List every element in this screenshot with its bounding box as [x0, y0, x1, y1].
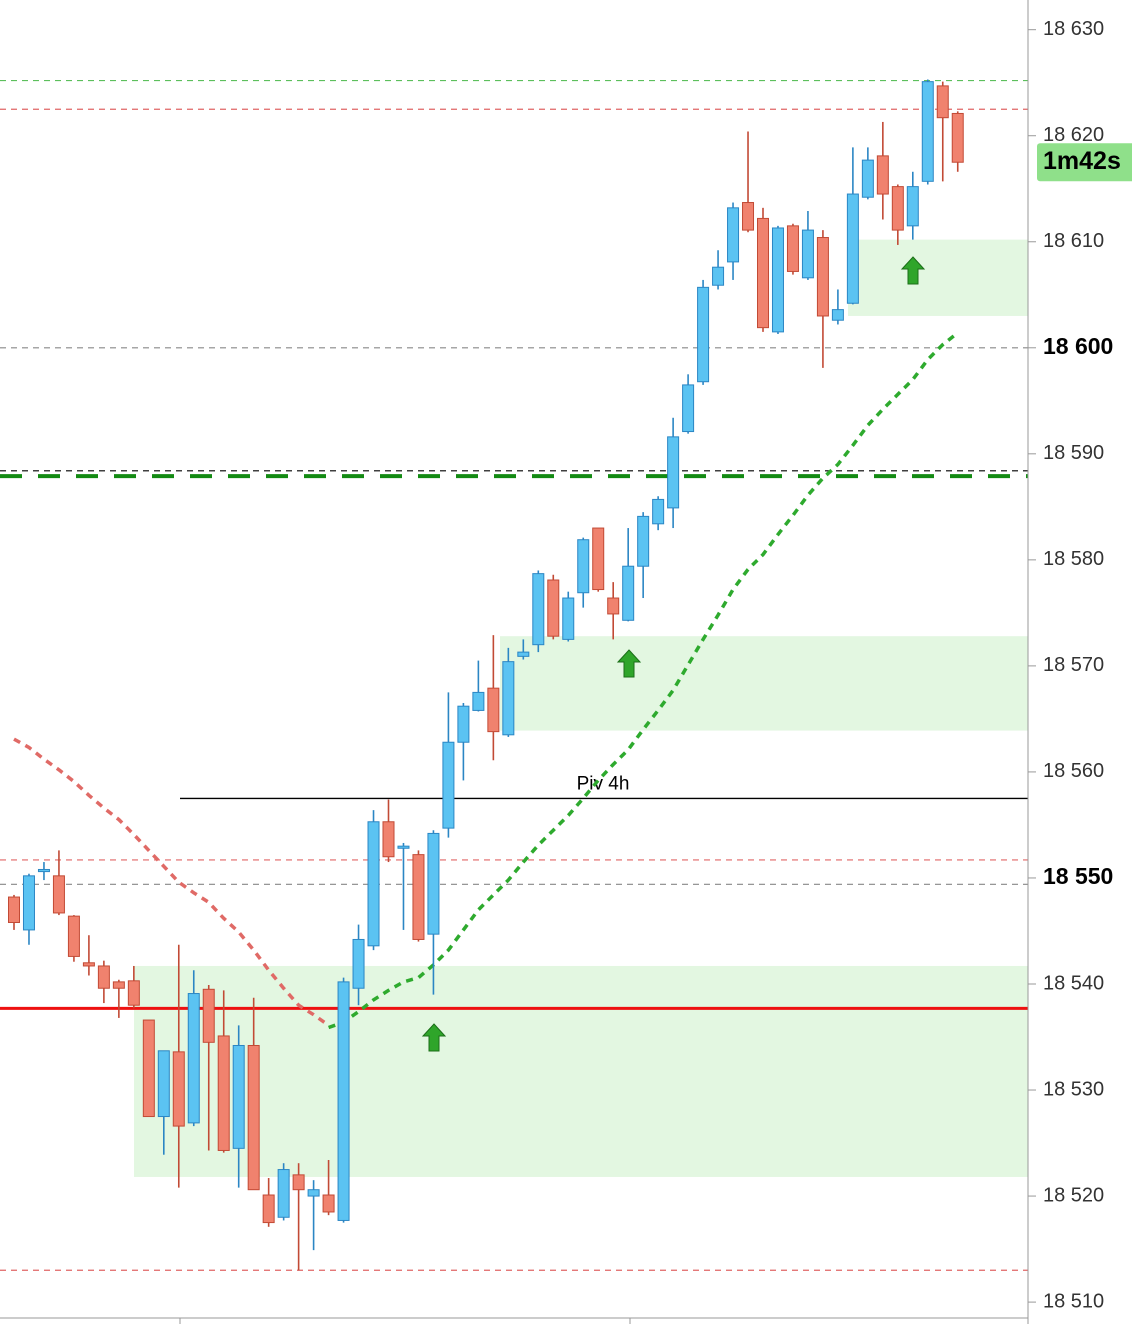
candle-body: [427, 832, 440, 935]
candle-body: [697, 286, 710, 383]
candle-body: [712, 266, 725, 286]
candle-body: [442, 741, 455, 829]
candle-body: [457, 705, 470, 743]
candle-body: [861, 159, 874, 198]
candle-body: [112, 981, 125, 989]
candle-body: [607, 597, 620, 615]
candle-body: [472, 691, 485, 711]
candle-body: [187, 993, 200, 1124]
candle-body: [232, 1044, 245, 1149]
candle-body: [891, 186, 904, 231]
countdown-badge: [1037, 143, 1132, 182]
candle-body: [757, 217, 769, 329]
y-tick-label: 18 530: [1043, 1078, 1104, 1100]
candle-body: [337, 981, 350, 1221]
candle-body: [951, 112, 964, 163]
candle-body: [622, 565, 635, 621]
candle-body: [816, 237, 829, 317]
y-axis: 18 510 18 520 18 530 18 540 18 550 18 560 18 5…: [1028, 18, 1132, 1312]
candle-body: [502, 661, 515, 736]
candle-body: [172, 1051, 185, 1127]
y-tick-label: 18 630: [1043, 18, 1104, 40]
candle-body: [771, 227, 784, 333]
candle-body: [367, 821, 380, 947]
candle-body: [322, 1194, 335, 1213]
candle-body: [202, 988, 215, 1043]
moving-average: [13, 737, 330, 1027]
candle-body: [37, 868, 50, 873]
candle-body: [936, 85, 949, 119]
candle-body: [307, 1189, 320, 1197]
candle-body: [262, 1194, 275, 1224]
candle-body: [667, 436, 680, 509]
zone: [500, 636, 1028, 731]
candle-body: [217, 1035, 230, 1151]
candle-body: [727, 207, 740, 263]
candle-body: [142, 1019, 155, 1118]
y-tick-label: 18 550: [1043, 863, 1113, 889]
candle-body: [831, 309, 844, 321]
candle-body: [352, 938, 365, 989]
candle-body: [97, 965, 110, 989]
zone: [848, 239, 1028, 316]
y-tick-label: 18 600: [1043, 333, 1113, 359]
zones: [134, 239, 1028, 1177]
candle-body: [8, 896, 20, 923]
candle-body: [786, 225, 799, 272]
candle-body: [637, 515, 650, 567]
candle-body: [52, 875, 65, 914]
up-arrow: [616, 649, 642, 678]
y-tick-label: 18 540: [1043, 972, 1104, 994]
y-tick-label: 18 610: [1043, 230, 1104, 252]
y-tick-label: 18 560: [1043, 760, 1104, 782]
candle-body: [562, 597, 575, 640]
zone: [134, 965, 1028, 1177]
candle-body: [157, 1050, 170, 1118]
candles: [8, 79, 964, 1271]
candle-body: [247, 1044, 260, 1191]
y-tick-label: 18 520: [1043, 1184, 1104, 1206]
candle-body: [592, 527, 605, 591]
candle-body: [292, 1174, 305, 1191]
candle-body: [547, 579, 560, 637]
candle-body: [652, 498, 665, 525]
y-tick-label: 18 620: [1043, 124, 1104, 146]
candle-body: [277, 1169, 290, 1218]
pivot-label: Piv 4h: [577, 773, 630, 794]
candle-body: [876, 155, 889, 195]
candle-body: [397, 845, 410, 849]
y-tick-label: 18 570: [1043, 654, 1104, 676]
candle-body: [577, 539, 590, 594]
signal-arrows: [421, 256, 926, 1052]
candle-body: [82, 962, 95, 967]
candle-body: [382, 821, 395, 858]
levels: Piv 4h: [0, 79, 1028, 1271]
candle-body: [906, 186, 919, 227]
candle-body: [682, 384, 695, 433]
countdown-label: 1m42s: [1043, 147, 1121, 175]
candle-body: [22, 875, 35, 931]
up-arrow: [900, 256, 926, 285]
candle-body: [532, 573, 545, 646]
candle-body: [487, 687, 500, 733]
up-arrow: [421, 1023, 447, 1052]
candle-body: [67, 915, 80, 957]
candle-body: [742, 202, 755, 231]
y-tick-label: 18 510: [1043, 1290, 1104, 1312]
candle-body: [921, 81, 934, 182]
candle-body: [846, 193, 859, 304]
candle-body: [127, 980, 140, 1006]
y-tick-label: 18 580: [1043, 548, 1104, 570]
candle-body: [801, 229, 814, 279]
candle-body: [517, 651, 530, 657]
candle-body: [412, 854, 425, 940]
y-tick-label: 18 590: [1043, 442, 1104, 464]
